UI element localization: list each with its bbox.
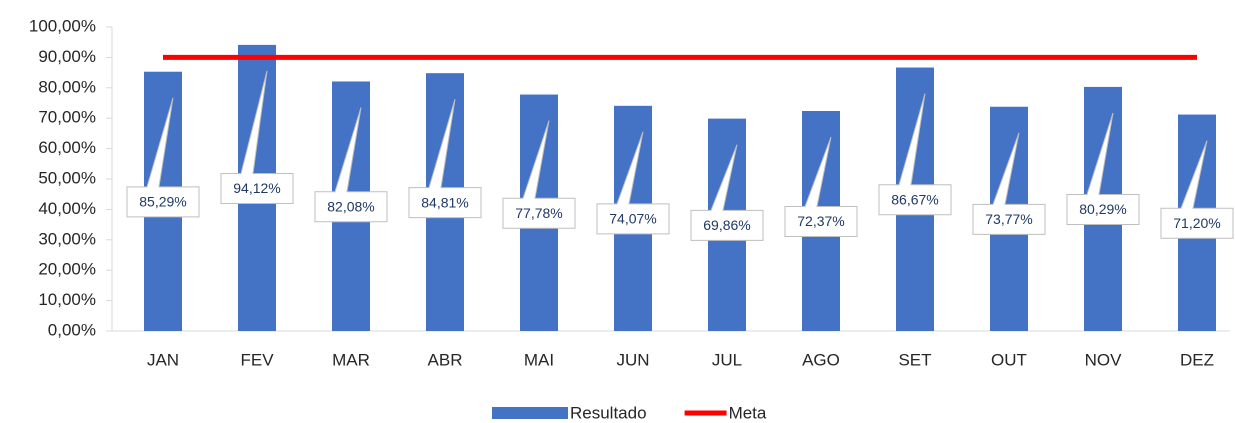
data-label: 86,67%: [891, 191, 938, 207]
data-label: 73,77%: [985, 211, 1032, 227]
data-label: 74,07%: [609, 211, 656, 227]
legend-label: Resultado: [570, 403, 647, 422]
x-tick-label: OUT: [991, 350, 1027, 369]
callout: [1066, 112, 1140, 225]
callout: [126, 97, 200, 218]
x-tick-label: MAI: [524, 350, 554, 369]
y-tick-label: 90,00%: [38, 47, 96, 66]
y-tick-label: 60,00%: [38, 138, 96, 157]
callout: [220, 70, 294, 204]
x-tick-label: JAN: [147, 350, 179, 369]
x-tick-label: JUN: [616, 350, 649, 369]
data-label: 71,20%: [1173, 215, 1220, 231]
y-tick-label: 20,00%: [38, 260, 96, 279]
y-tick-label: 0,00%: [48, 320, 96, 339]
data-label: 80,29%: [1079, 201, 1126, 217]
x-tick-label: MAR: [332, 350, 370, 369]
x-tick-label: AGO: [802, 350, 840, 369]
y-tick-label: 100,00%: [29, 16, 96, 35]
data-label: 77,78%: [515, 205, 562, 221]
callout: [784, 136, 858, 237]
legend-swatch: [492, 407, 568, 419]
callout: [972, 132, 1046, 235]
x-tick-label: FEV: [240, 350, 274, 369]
x-tick-label: DEZ: [1180, 350, 1214, 369]
data-label: 72,37%: [797, 213, 844, 229]
y-tick-label: 80,00%: [38, 77, 96, 96]
x-tick-label: ABR: [428, 350, 463, 369]
callout: [314, 107, 388, 223]
data-label: 94,12%: [233, 180, 280, 196]
x-tick-label: JUL: [712, 350, 742, 369]
y-tick-label: 10,00%: [38, 290, 96, 309]
data-label: 82,08%: [327, 198, 374, 214]
y-tick-label: 40,00%: [38, 199, 96, 218]
callout: [408, 99, 482, 219]
data-label: 84,81%: [421, 194, 468, 210]
callout: [878, 93, 952, 216]
data-label: 85,29%: [139, 194, 186, 210]
data-label: 69,86%: [703, 217, 750, 233]
callout: [502, 120, 576, 229]
callout: [1160, 140, 1234, 239]
y-tick-label: 30,00%: [38, 229, 96, 248]
callout: [596, 131, 670, 235]
x-tick-label: SET: [898, 350, 931, 369]
callout: [690, 144, 764, 241]
y-tick-label: 50,00%: [38, 168, 96, 187]
legend-label: Meta: [729, 403, 767, 422]
y-tick-label: 70,00%: [38, 108, 96, 127]
x-tick-label: NOV: [1085, 350, 1123, 369]
